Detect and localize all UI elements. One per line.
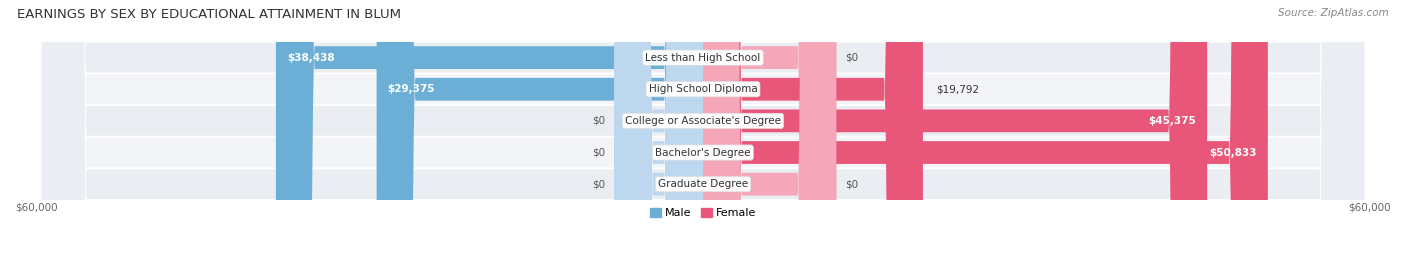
FancyBboxPatch shape (703, 0, 1208, 268)
Text: $0: $0 (592, 116, 605, 126)
FancyBboxPatch shape (614, 0, 703, 268)
FancyBboxPatch shape (276, 0, 703, 268)
FancyBboxPatch shape (377, 0, 703, 268)
FancyBboxPatch shape (614, 0, 703, 268)
FancyBboxPatch shape (703, 0, 837, 268)
Text: EARNINGS BY SEX BY EDUCATIONAL ATTAINMENT IN BLUM: EARNINGS BY SEX BY EDUCATIONAL ATTAINMEN… (17, 8, 401, 21)
FancyBboxPatch shape (703, 0, 1268, 268)
Text: $0: $0 (845, 179, 858, 189)
Text: $0: $0 (845, 53, 858, 63)
Text: College or Associate's Degree: College or Associate's Degree (626, 116, 780, 126)
Text: $50,833: $50,833 (1209, 147, 1257, 158)
FancyBboxPatch shape (42, 0, 1364, 268)
Text: $0: $0 (592, 179, 605, 189)
Text: High School Diploma: High School Diploma (648, 84, 758, 94)
FancyBboxPatch shape (703, 0, 922, 268)
Text: $38,438: $38,438 (287, 53, 335, 63)
Text: $45,375: $45,375 (1149, 116, 1197, 126)
Text: Less than High School: Less than High School (645, 53, 761, 63)
FancyBboxPatch shape (42, 0, 1364, 268)
Text: Bachelor's Degree: Bachelor's Degree (655, 147, 751, 158)
Text: $19,792: $19,792 (936, 84, 980, 94)
FancyBboxPatch shape (42, 0, 1364, 268)
FancyBboxPatch shape (42, 0, 1364, 268)
Text: $29,375: $29,375 (388, 84, 436, 94)
Legend: Male, Female: Male, Female (645, 204, 761, 223)
Text: Source: ZipAtlas.com: Source: ZipAtlas.com (1278, 8, 1389, 18)
FancyBboxPatch shape (614, 0, 703, 268)
FancyBboxPatch shape (42, 0, 1364, 268)
FancyBboxPatch shape (703, 0, 837, 268)
Text: Graduate Degree: Graduate Degree (658, 179, 748, 189)
Text: $0: $0 (592, 147, 605, 158)
